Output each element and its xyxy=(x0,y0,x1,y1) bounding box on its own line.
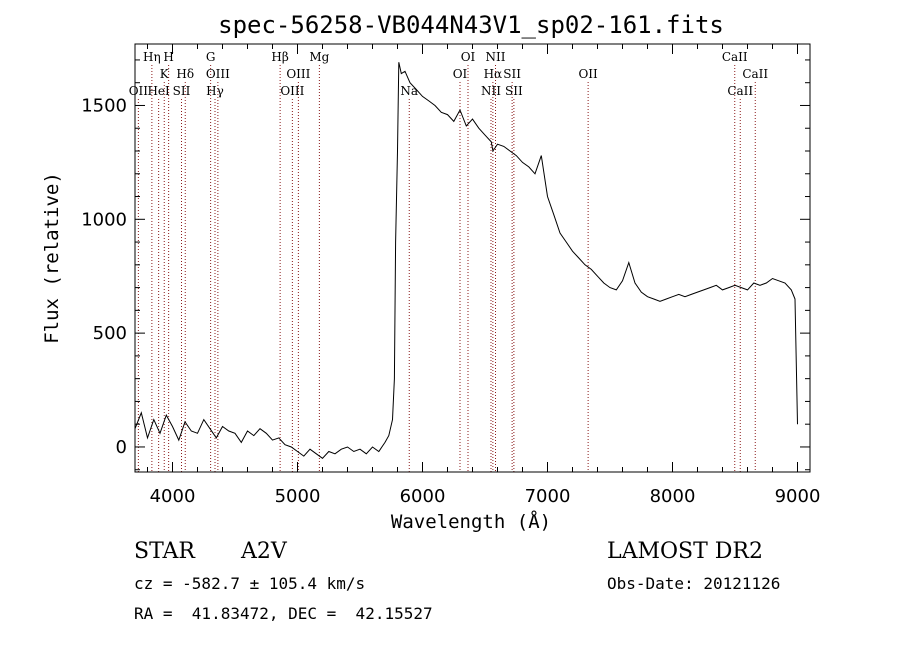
x-tick-label: 7000 xyxy=(525,486,571,507)
line-marker-label: CaII xyxy=(742,67,768,81)
line-marker-label: Hη xyxy=(143,50,161,64)
line-marker-label: K xyxy=(160,67,170,81)
spectrum-series xyxy=(134,62,798,459)
survey-name: LAMOST DR2 xyxy=(607,539,763,564)
line-marker-label: SII xyxy=(505,84,523,98)
chart-title: spec-56258-VB044N43V1_sp02-161.fits xyxy=(218,11,724,39)
line-marker-label: Mg xyxy=(309,50,329,64)
x-axis-label: Wavelength (Å) xyxy=(391,510,551,533)
line-marker-label: NII xyxy=(486,50,506,64)
obs-date: Obs-Date: 20121126 xyxy=(607,574,781,593)
line-marker-label: OI xyxy=(461,50,476,64)
line-marker-label: Hβ xyxy=(271,50,288,64)
y-tick-label: 1500 xyxy=(81,95,127,116)
line-marker-label: OII xyxy=(129,84,149,98)
y-tick-label: 0 xyxy=(116,437,127,458)
line-marker-label: CaII xyxy=(727,84,753,98)
line-marker-label: HeI xyxy=(147,84,170,98)
plot-frame xyxy=(134,43,811,473)
line-marker-label: G xyxy=(206,50,216,64)
redshift-line: cz = -582.7 ± 105.4 km/s xyxy=(134,574,366,593)
line-marker-label: CaII xyxy=(722,50,748,64)
line-marker-label: Hγ xyxy=(206,84,224,98)
y-tick-label: 1000 xyxy=(81,209,127,230)
object-subclass: A2V xyxy=(241,539,287,564)
line-marker-label: Hα xyxy=(484,67,503,81)
line-marker-label: OIII xyxy=(280,84,304,98)
ra-dec-line: RA = 41.83472, DEC = 42.15527 xyxy=(134,604,433,623)
spectrum-line xyxy=(134,62,798,459)
axis-ticks: 4000 5000 6000 7000 8000 9000 0 500 1000 1500 xyxy=(81,44,820,507)
x-tick-label: 6000 xyxy=(400,486,446,507)
line-marker-label: H xyxy=(163,50,173,64)
y-axis-label: Flux (relative) xyxy=(41,172,63,344)
line-marker-label: Na xyxy=(400,84,418,98)
line-marker-label: OIII xyxy=(206,67,230,81)
line-marker-label: OI xyxy=(453,67,468,81)
line-marker-label: SII xyxy=(503,67,521,81)
x-tick-label: 9000 xyxy=(775,486,821,507)
x-tick-label: 8000 xyxy=(650,486,696,507)
line-marker-label: NII xyxy=(481,84,501,98)
line-marker-label: OII xyxy=(578,67,598,81)
line-marker-label: OIII xyxy=(286,67,310,81)
y-tick-label: 500 xyxy=(93,323,127,344)
x-tick-label: 4000 xyxy=(150,486,196,507)
line-marker-label: SII xyxy=(173,84,191,98)
line-markers: OII Hη K HeI H SII Hδ G OIII Hγ Hβ OIII OIII Mg Na OI OI… xyxy=(129,50,768,472)
line-marker-label: Hδ xyxy=(176,67,194,81)
x-tick-label: 5000 xyxy=(275,486,321,507)
object-class: STAR xyxy=(134,539,195,564)
